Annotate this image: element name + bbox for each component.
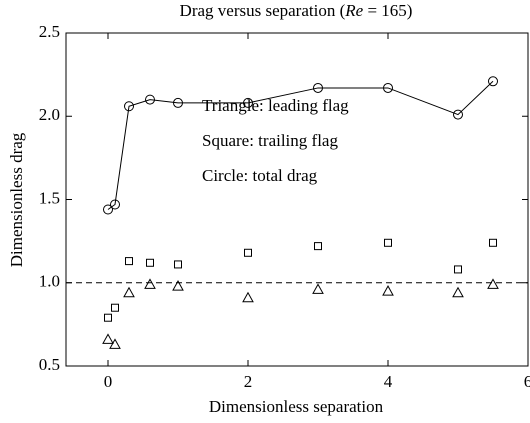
data-point (173, 97, 183, 108)
data-point (488, 76, 498, 87)
data-point (382, 285, 394, 296)
annotation: Circle: total drag (202, 166, 318, 185)
y-axis-label: Dimensionless drag (7, 132, 26, 267)
data-point (454, 265, 462, 274)
data-point (453, 109, 463, 120)
data-point (144, 278, 156, 289)
data-point (102, 333, 114, 344)
title-part: Re (344, 1, 363, 20)
data-point (312, 283, 324, 294)
title-part: = 165) (363, 1, 412, 20)
x-axis-label: Dimensionless separation (209, 397, 384, 416)
data-point (487, 278, 499, 289)
data-point (109, 338, 121, 349)
data-point (243, 97, 253, 108)
data-point (145, 94, 155, 105)
y-tick-label: 1.5 (39, 188, 60, 207)
data-point (111, 303, 119, 312)
data-point (244, 248, 252, 257)
annotation: Triangle: leading flag (202, 96, 349, 115)
data-point (452, 286, 464, 298)
chart-title: Drag versus separation (Re = 165) (180, 1, 413, 20)
x-tick-label: 4 (384, 372, 393, 391)
x-tick-label: 2 (244, 372, 253, 391)
data-point (104, 313, 112, 322)
data-point (172, 280, 184, 291)
data-point (123, 286, 135, 298)
data-point (110, 199, 120, 210)
annotation: Square: trailing flag (202, 131, 338, 150)
data-point (124, 101, 134, 112)
data-point (489, 238, 497, 247)
data-point (174, 260, 182, 269)
x-tick-label: 0 (104, 372, 113, 391)
x-tick-label: 6 (524, 372, 530, 391)
y-tick-label: 2.0 (39, 105, 60, 124)
data-point (384, 238, 392, 247)
plot-frame (65, 32, 529, 367)
data-point (103, 204, 113, 215)
y-tick-label: 0.5 (39, 355, 60, 374)
y-tick-label: 2.5 (39, 22, 60, 41)
data-point (383, 82, 393, 93)
data-point (242, 291, 254, 303)
y-tick-label: 1.0 (39, 272, 60, 291)
series-line (107, 80, 494, 210)
data-point (125, 257, 133, 266)
title-part: Drag versus separation ( (180, 1, 346, 20)
data-point (146, 258, 154, 267)
data-point (313, 82, 323, 93)
data-point (314, 242, 322, 251)
